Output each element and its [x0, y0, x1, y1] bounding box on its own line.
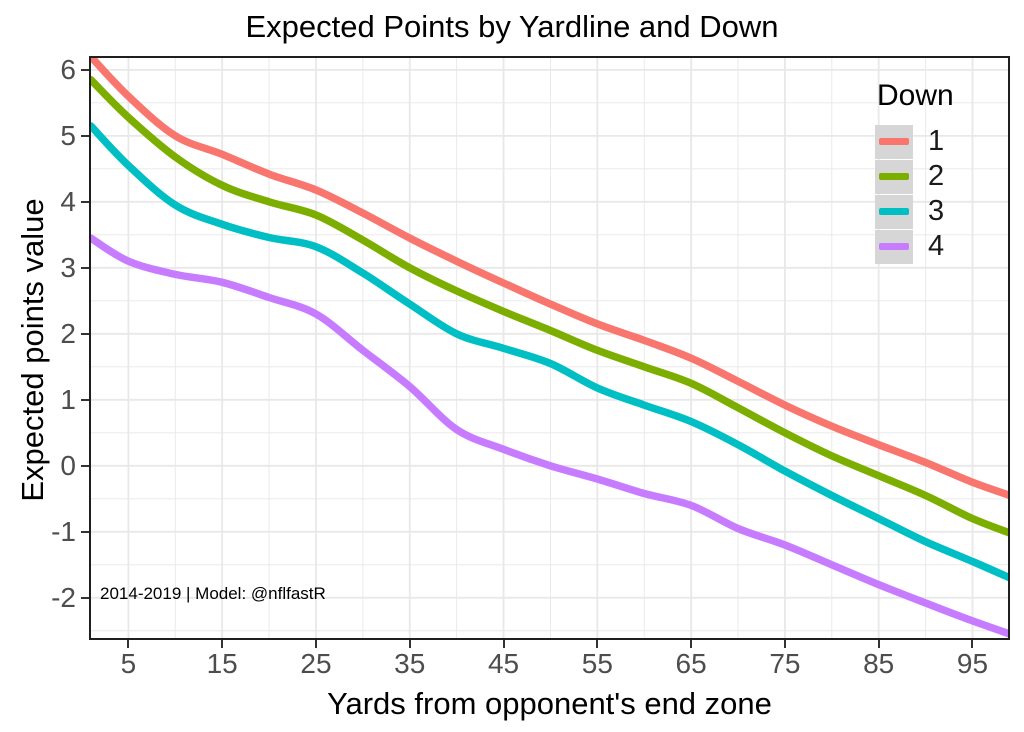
series-line-down-2 — [89, 76, 1010, 537]
panel-border — [89, 56, 1010, 640]
x-tick-label: 5 — [120, 648, 137, 679]
x-tick-label: 25 — [300, 648, 332, 679]
plot-canvas — [89, 56, 1010, 640]
x-tick-label: 45 — [487, 648, 520, 679]
y-tick-label: 6 — [60, 53, 76, 85]
x-tick-label: 15 — [206, 648, 238, 679]
legend-key-swatch — [875, 159, 913, 194]
series-line-down-1 — [89, 56, 1010, 500]
legend-key-line — [879, 138, 909, 145]
legend-item-down-1: 1 — [875, 124, 954, 159]
x-tick-mark — [127, 640, 130, 648]
x-axis-label: Yards from opponent's end zone — [327, 686, 772, 721]
y-tick-label: 4 — [60, 185, 76, 217]
x-tick-label: 85 — [863, 648, 895, 679]
y-tick-label: -2 — [51, 581, 76, 613]
legend-item-label: 3 — [928, 195, 945, 227]
legend-item-label: 1 — [928, 125, 945, 157]
y-tick-label: 2 — [60, 317, 76, 349]
series-line-down-3 — [89, 122, 1010, 582]
y-tick-label: 3 — [60, 251, 76, 283]
chart-title: Expected Points by Yardline and Down — [245, 9, 779, 44]
y-tick-label: 1 — [60, 383, 76, 415]
legend-item-down-2: 2 — [875, 159, 954, 194]
legend-item-label: 4 — [928, 230, 945, 262]
x-tick-mark — [502, 640, 505, 648]
x-tick-label: 65 — [675, 648, 707, 679]
x-tick-label: 35 — [394, 648, 426, 679]
x-tick-mark — [596, 640, 599, 648]
y-tick-mark — [81, 134, 89, 137]
x-tick-mark — [783, 640, 786, 648]
legend-key-swatch — [875, 194, 913, 229]
legend-item-label: 2 — [928, 160, 945, 192]
legend-item-down-3: 3 — [875, 194, 954, 229]
y-tick-label: 0 — [60, 449, 76, 481]
y-tick-mark — [81, 68, 89, 71]
y-tick-label: -1 — [51, 515, 76, 547]
x-tick-mark — [877, 640, 880, 648]
x-tick-mark — [690, 640, 693, 648]
x-tick-mark — [971, 640, 974, 648]
legend-key-swatch — [875, 124, 913, 159]
legend-key-line — [879, 243, 909, 250]
y-tick-mark — [81, 464, 89, 467]
legend-key-line — [879, 173, 909, 180]
y-tick-mark — [81, 530, 89, 533]
x-tick-label: 55 — [581, 648, 613, 679]
y-tick-label: 5 — [60, 119, 76, 151]
x-tick-mark — [314, 640, 317, 648]
legend-key-line — [879, 208, 909, 215]
x-tick-mark — [408, 640, 411, 648]
y-tick-mark — [81, 398, 89, 401]
legend-key-swatch — [875, 229, 913, 264]
series-line-down-4 — [89, 234, 1010, 638]
y-tick-mark — [81, 596, 89, 599]
y-tick-mark — [81, 200, 89, 203]
x-tick-label: 75 — [769, 648, 801, 679]
x-tick-mark — [221, 640, 224, 648]
legend-title: Down — [877, 79, 954, 112]
y-tick-mark — [81, 332, 89, 335]
source-annotation: 2014-2019 | Model: @nflfastR — [100, 584, 326, 603]
x-tick-label: 95 — [956, 648, 989, 679]
legend-item-down-4: 4 — [875, 229, 954, 264]
y-tick-mark — [81, 266, 89, 269]
